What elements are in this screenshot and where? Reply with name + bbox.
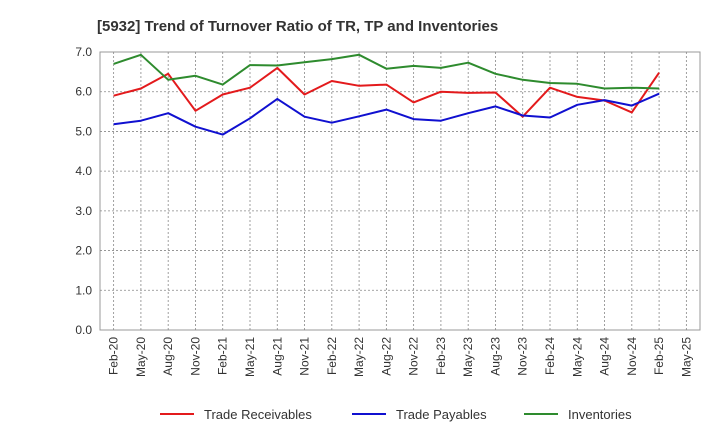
- x-tick-label: Nov-21: [298, 337, 312, 376]
- x-tick-label: Aug-20: [161, 337, 175, 376]
- x-tick-label: May-20: [134, 337, 148, 377]
- x-tick-label: Aug-22: [379, 337, 393, 376]
- y-tick-label: 2.0: [75, 244, 92, 258]
- x-tick-label: Nov-24: [625, 337, 639, 376]
- x-tick-label: May-21: [243, 337, 257, 377]
- x-tick-label: Feb-22: [325, 337, 339, 375]
- x-tick-label: Aug-21: [270, 337, 284, 376]
- x-tick-label: May-22: [352, 337, 366, 377]
- y-tick-label: 1.0: [75, 283, 92, 297]
- x-tick-label: May-23: [461, 337, 475, 377]
- y-tick-label: 5.0: [75, 124, 92, 138]
- x-tick-label: Feb-21: [216, 337, 230, 375]
- series-line-trade-receivables: [113, 66, 660, 118]
- x-tick-label: Aug-24: [598, 337, 612, 376]
- axis-layer: 0.0 1.0 2.0 3.0 4.0 5.0 6.0 7.0 Feb-20 May-20 Aug-…: [75, 45, 693, 377]
- series-layer: [113, 53, 660, 136]
- chart-title: [5932] Trend of Turnover Ratio of TR, TP…: [97, 18, 498, 35]
- legend-label: Trade Receivables: [204, 407, 312, 422]
- x-tick-label: Nov-22: [407, 337, 421, 376]
- legend-label: Inventories: [568, 407, 632, 422]
- plot-frame: [99, 51, 701, 331]
- y-tick-label: 3.0: [75, 204, 92, 218]
- x-tick-label: May-24: [570, 337, 584, 377]
- y-tick-label: 7.0: [75, 45, 92, 59]
- grid-layer: [99, 51, 701, 331]
- x-tick-label: May-25: [679, 337, 693, 377]
- x-tick-label: Nov-23: [516, 337, 530, 376]
- x-tick-label: Feb-23: [434, 337, 448, 375]
- y-tick-label: 4.0: [75, 164, 92, 178]
- x-tick-label: Feb-24: [543, 337, 557, 375]
- series-line-inventories: [113, 53, 660, 90]
- series-line-trade-payables: [113, 92, 660, 136]
- legend-label: Trade Payables: [396, 407, 487, 422]
- legend: Trade Receivables Trade Payables Inventori…: [160, 407, 632, 422]
- y-tick-label: 0.0: [75, 323, 92, 337]
- x-tick-label: Aug-23: [488, 337, 502, 376]
- y-tick-label: 6.0: [75, 85, 92, 99]
- x-tick-label: Nov-20: [188, 337, 202, 376]
- x-tick-label: Feb-25: [652, 337, 666, 375]
- x-tick-label: Feb-20: [107, 337, 121, 375]
